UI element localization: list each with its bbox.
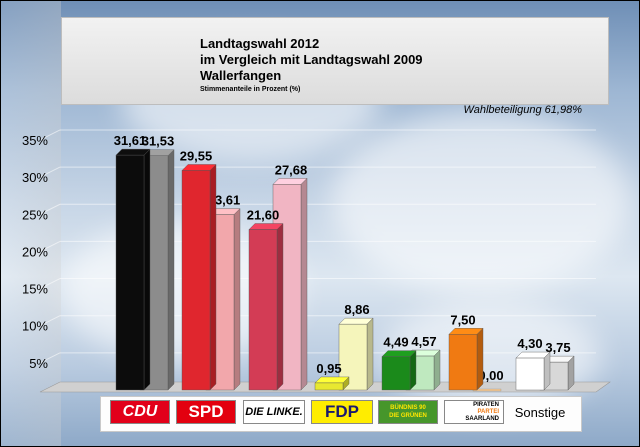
gridline-diagonal <box>39 315 61 327</box>
y-tick-label: 25% <box>22 207 48 222</box>
legend-label-sonstige: Sonstige <box>514 404 566 420</box>
bar-2012-sonstige <box>515 357 545 391</box>
bar-2012-cdu-top <box>115 148 151 156</box>
chart-subtitle: Stimmenanteile in Prozent (%) <box>200 86 301 93</box>
bar-2012-gruene-side <box>409 350 417 391</box>
legend-label-linke: DIE LINKE. <box>245 406 303 418</box>
legend-logo-gruene: BÜNDNIS 90 DIE GRÜNEN <box>378 400 438 424</box>
bar-2009-linke-label: 27,68 <box>275 162 308 177</box>
bar-2012-piraten-side <box>476 327 484 391</box>
bar-2009-linke-top <box>272 178 308 185</box>
bar-2012-linke <box>248 229 278 391</box>
cloud-decoration <box>331 111 631 291</box>
chart-title-line3: Wallerfangen <box>200 68 282 83</box>
chart-title-line1: Landtagswahl 2012 <box>200 36 320 51</box>
chart-title-line2: im Vergleich mit Landtagswahl 2009 <box>200 52 423 67</box>
bar-2009-spd-side <box>233 208 241 391</box>
left-wall <box>1 1 61 446</box>
legend-logo-linke: DIE LINKE. <box>243 400 305 424</box>
bar-2012-fdp-top <box>314 376 350 384</box>
turnout-label: Wahlbeteiligung 61,98% <box>463 104 582 116</box>
y-tick-label: 20% <box>22 244 48 259</box>
bar-2012-piraten-top <box>448 328 484 335</box>
bar-2012-cdu-side <box>143 148 151 391</box>
legend-logo-fdp: FDP <box>311 400 373 424</box>
gridline-diagonal <box>39 352 61 364</box>
bar-2012-spd-label: 29,55 <box>180 148 213 163</box>
bar-2012-fdp <box>314 382 344 391</box>
y-tick-label: 30% <box>22 170 48 185</box>
legend-label-piraten-3: SAARLAND <box>465 415 499 422</box>
bar-2009-linke-side <box>300 177 308 391</box>
legend-label-spd: SPD <box>188 402 224 421</box>
bar-2012-sonstige-side <box>543 351 551 391</box>
bar-2012-linke-side <box>276 223 284 391</box>
bar-2012-fdp-label: 0,95 <box>316 361 341 376</box>
bar-2009-fdp-side <box>366 317 374 391</box>
gridline-diagonal <box>39 278 61 289</box>
bar-2012-piraten-label: 7,50 <box>450 312 475 327</box>
bar-2009-gruene-side <box>433 349 441 391</box>
bar-2012-gruene <box>381 356 411 391</box>
gridline-diagonal <box>39 203 61 215</box>
gridline-diagonal <box>39 129 61 141</box>
bar-2012-gruene-top <box>381 350 417 357</box>
legend-logo-piraten: PIRATEN PARTEI SAARLAND <box>444 400 504 424</box>
legend-label-cdu: CDU <box>122 403 158 420</box>
bar-2012-cdu-label: 31,61 <box>114 133 147 148</box>
title-panel <box>61 17 609 105</box>
legend-logo-cdu: CDU <box>110 400 170 424</box>
bar-2009-sonstige-label: 3,75 <box>545 340 570 355</box>
bar-2009-gruene-label: 4,57 <box>411 334 436 349</box>
bar-2012-linke-top <box>248 223 284 230</box>
bar-2009-fdp-top <box>338 317 374 325</box>
bar-2012-spd-side <box>209 163 217 391</box>
bar-2012-gruene-label: 4,49 <box>383 335 408 350</box>
gridline-diagonal <box>39 166 61 178</box>
bar-2009-fdp-label: 8,86 <box>344 302 369 317</box>
bar-2012-piraten <box>448 334 478 391</box>
bar-2012-spd <box>181 170 211 391</box>
bar-2009-cdu-side <box>167 149 175 391</box>
bar-2012-spd-top <box>181 164 217 171</box>
bar-2012-linke-label: 21,60 <box>247 208 280 223</box>
bar-2009-piraten-label: 0,00 <box>478 368 503 383</box>
legend-label-piraten-2: PARTEI <box>477 408 499 415</box>
legend-label-fdp: FDP <box>325 402 359 421</box>
legend-label-piraten-1: PIRATEN <box>473 401 499 408</box>
legend-logo-spd: SPD <box>176 400 236 424</box>
bar-2012-sonstige-top <box>515 351 551 359</box>
y-tick-label: 10% <box>22 319 48 334</box>
legend-label-gruene-2: DIE GRÜNEN <box>389 413 427 419</box>
gridline-diagonal <box>39 240 61 252</box>
bar-2012-sonstige-label: 4,30 <box>517 336 542 351</box>
y-tick-label: 15% <box>22 282 48 297</box>
y-tick-label: 35% <box>22 133 48 148</box>
y-tick-label: 5% <box>29 356 48 371</box>
bar-2009-cdu-label: 31,53 <box>142 134 175 149</box>
legend-label-gruene-1: BÜNDNIS 90 <box>390 405 426 411</box>
bar-2012-cdu <box>115 154 145 391</box>
